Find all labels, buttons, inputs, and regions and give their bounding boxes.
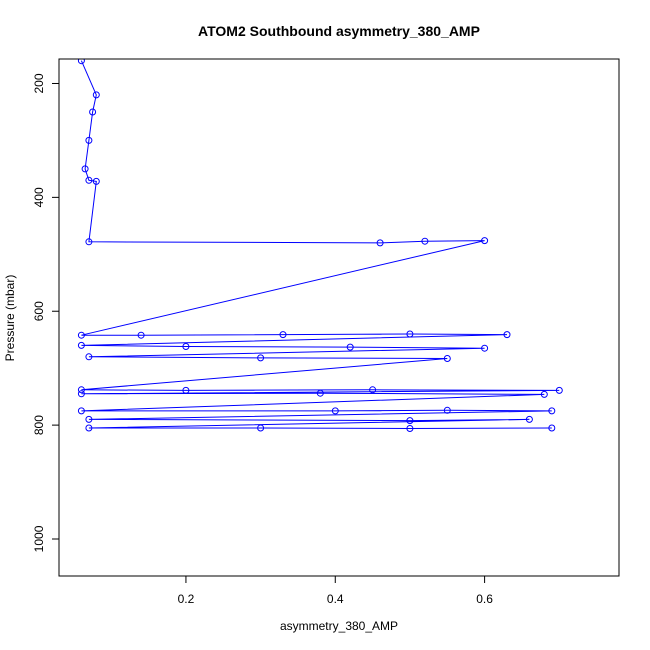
data-point: [92, 91, 100, 99]
x-tick-label: 0.2: [178, 592, 195, 606]
data-point: [77, 407, 85, 415]
data-point: [77, 390, 85, 398]
x-tick-label: 0.4: [327, 592, 344, 606]
data-point: [331, 407, 339, 415]
data-point: [85, 415, 93, 423]
data-point: [257, 424, 265, 432]
data-point: [257, 354, 265, 362]
data-point: [369, 386, 377, 394]
data-point: [503, 331, 511, 339]
x-tick-label: 0.6: [476, 592, 493, 606]
y-tick-label: 1000: [32, 525, 46, 552]
data-point: [279, 331, 287, 339]
data-point: [376, 239, 384, 247]
data-point: [81, 165, 89, 173]
y-tick-label: 200: [32, 73, 46, 93]
data-point: [182, 386, 190, 394]
y-tick-label: 800: [32, 415, 46, 435]
data-point: [443, 355, 451, 362]
data-point: [89, 108, 97, 116]
data-point: [346, 343, 354, 351]
data-point: [77, 341, 85, 349]
y-tick-label: 600: [32, 301, 46, 321]
data-point: [137, 331, 145, 339]
data-point: [525, 415, 533, 423]
data-point: [406, 417, 414, 425]
data-point: [548, 407, 556, 415]
data-point: [481, 237, 489, 245]
data-point: [85, 424, 93, 432]
plot-frame: [58, 58, 620, 577]
series-line-0: [80, 60, 560, 430]
x-axis-label: asymmetry_380_AMP: [280, 619, 398, 633]
data-point: [77, 386, 85, 394]
data-point: [77, 59, 85, 65]
data-point: [316, 389, 324, 397]
data-point: [406, 330, 414, 338]
data-point: [92, 177, 100, 185]
data-point: [548, 424, 556, 432]
chart-title: ATOM2 Southbound asymmetry_380_AMP: [198, 23, 480, 39]
data-point: [481, 344, 489, 352]
data-point: [555, 386, 563, 394]
data-point: [540, 390, 548, 398]
data-point: [421, 237, 429, 245]
data-point: [182, 343, 190, 350]
y-axis-label: Pressure (mbar): [3, 275, 17, 362]
data-point: [85, 353, 93, 361]
data-point: [85, 136, 93, 144]
series-group: [77, 59, 563, 432]
data-point: [443, 406, 451, 414]
data-point: [406, 425, 414, 432]
y-tick-label: 400: [32, 187, 46, 207]
data-layer: [77, 59, 563, 432]
data-point: [77, 331, 85, 339]
data-point: [85, 176, 93, 184]
data-point: [85, 238, 93, 246]
